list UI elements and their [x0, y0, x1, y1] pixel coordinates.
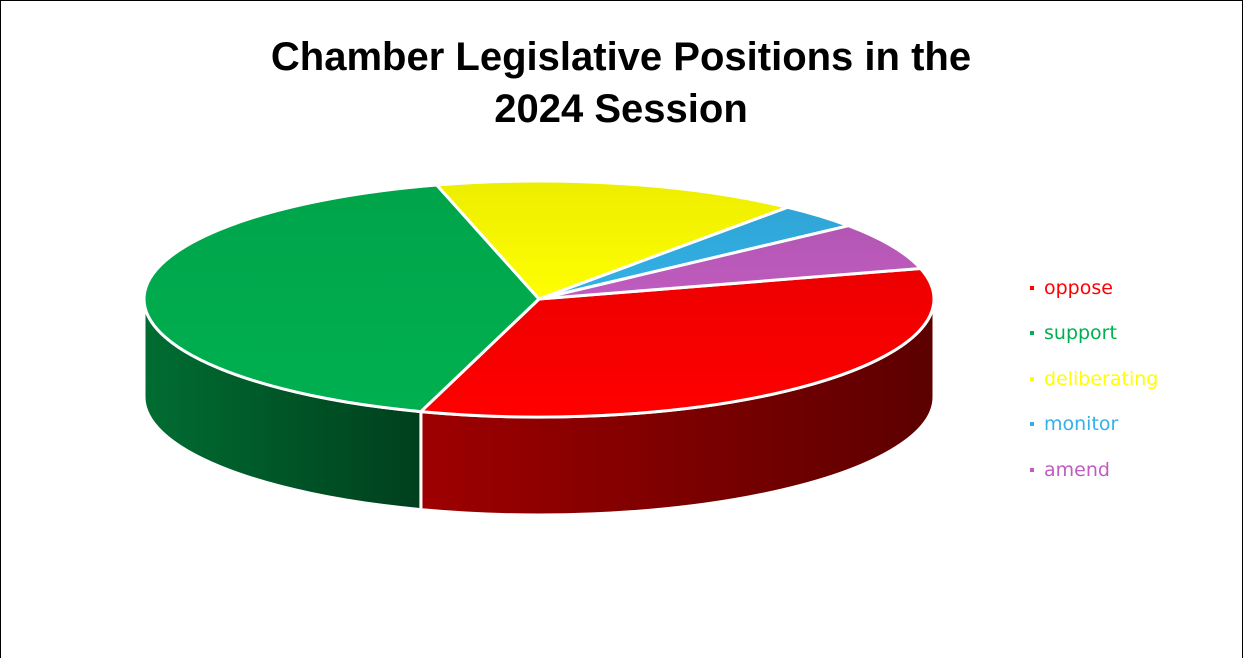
legend-swatch — [1030, 331, 1034, 336]
legend-label: amend — [1044, 458, 1110, 481]
legend-item-deliberating: deliberating — [1019, 356, 1179, 402]
pie-slice-oppose — [419, 266, 936, 419]
legend-swatch — [1030, 422, 1034, 427]
chart-title-line-1: Chamber Legislative Positions in the — [270, 35, 972, 79]
legend-swatch — [1030, 376, 1034, 381]
pie-slice-support — [142, 183, 541, 414]
legend-label: monitor — [1044, 413, 1119, 436]
pie-slice-amend — [537, 224, 923, 301]
legend-label: support — [1044, 322, 1117, 345]
legend-item-amend: amend — [1019, 447, 1179, 493]
chart-title: Chamber Legislative Positions in the 202… — [201, 31, 1041, 135]
chart-legend: oppose support deliberating monitor amend — [1019, 265, 1179, 493]
chart-title-line-2: 2024 Session — [494, 87, 748, 131]
legend-item-oppose: oppose — [1019, 265, 1179, 311]
legend-item-monitor: monitor — [1019, 402, 1179, 448]
legend-label: deliberating — [1044, 367, 1159, 390]
pie-slice-deliberating — [435, 179, 790, 301]
legend-swatch — [1030, 285, 1034, 290]
legend-item-support: support — [1019, 311, 1179, 357]
legend-label: oppose — [1044, 276, 1113, 299]
legend-swatch — [1030, 467, 1034, 472]
